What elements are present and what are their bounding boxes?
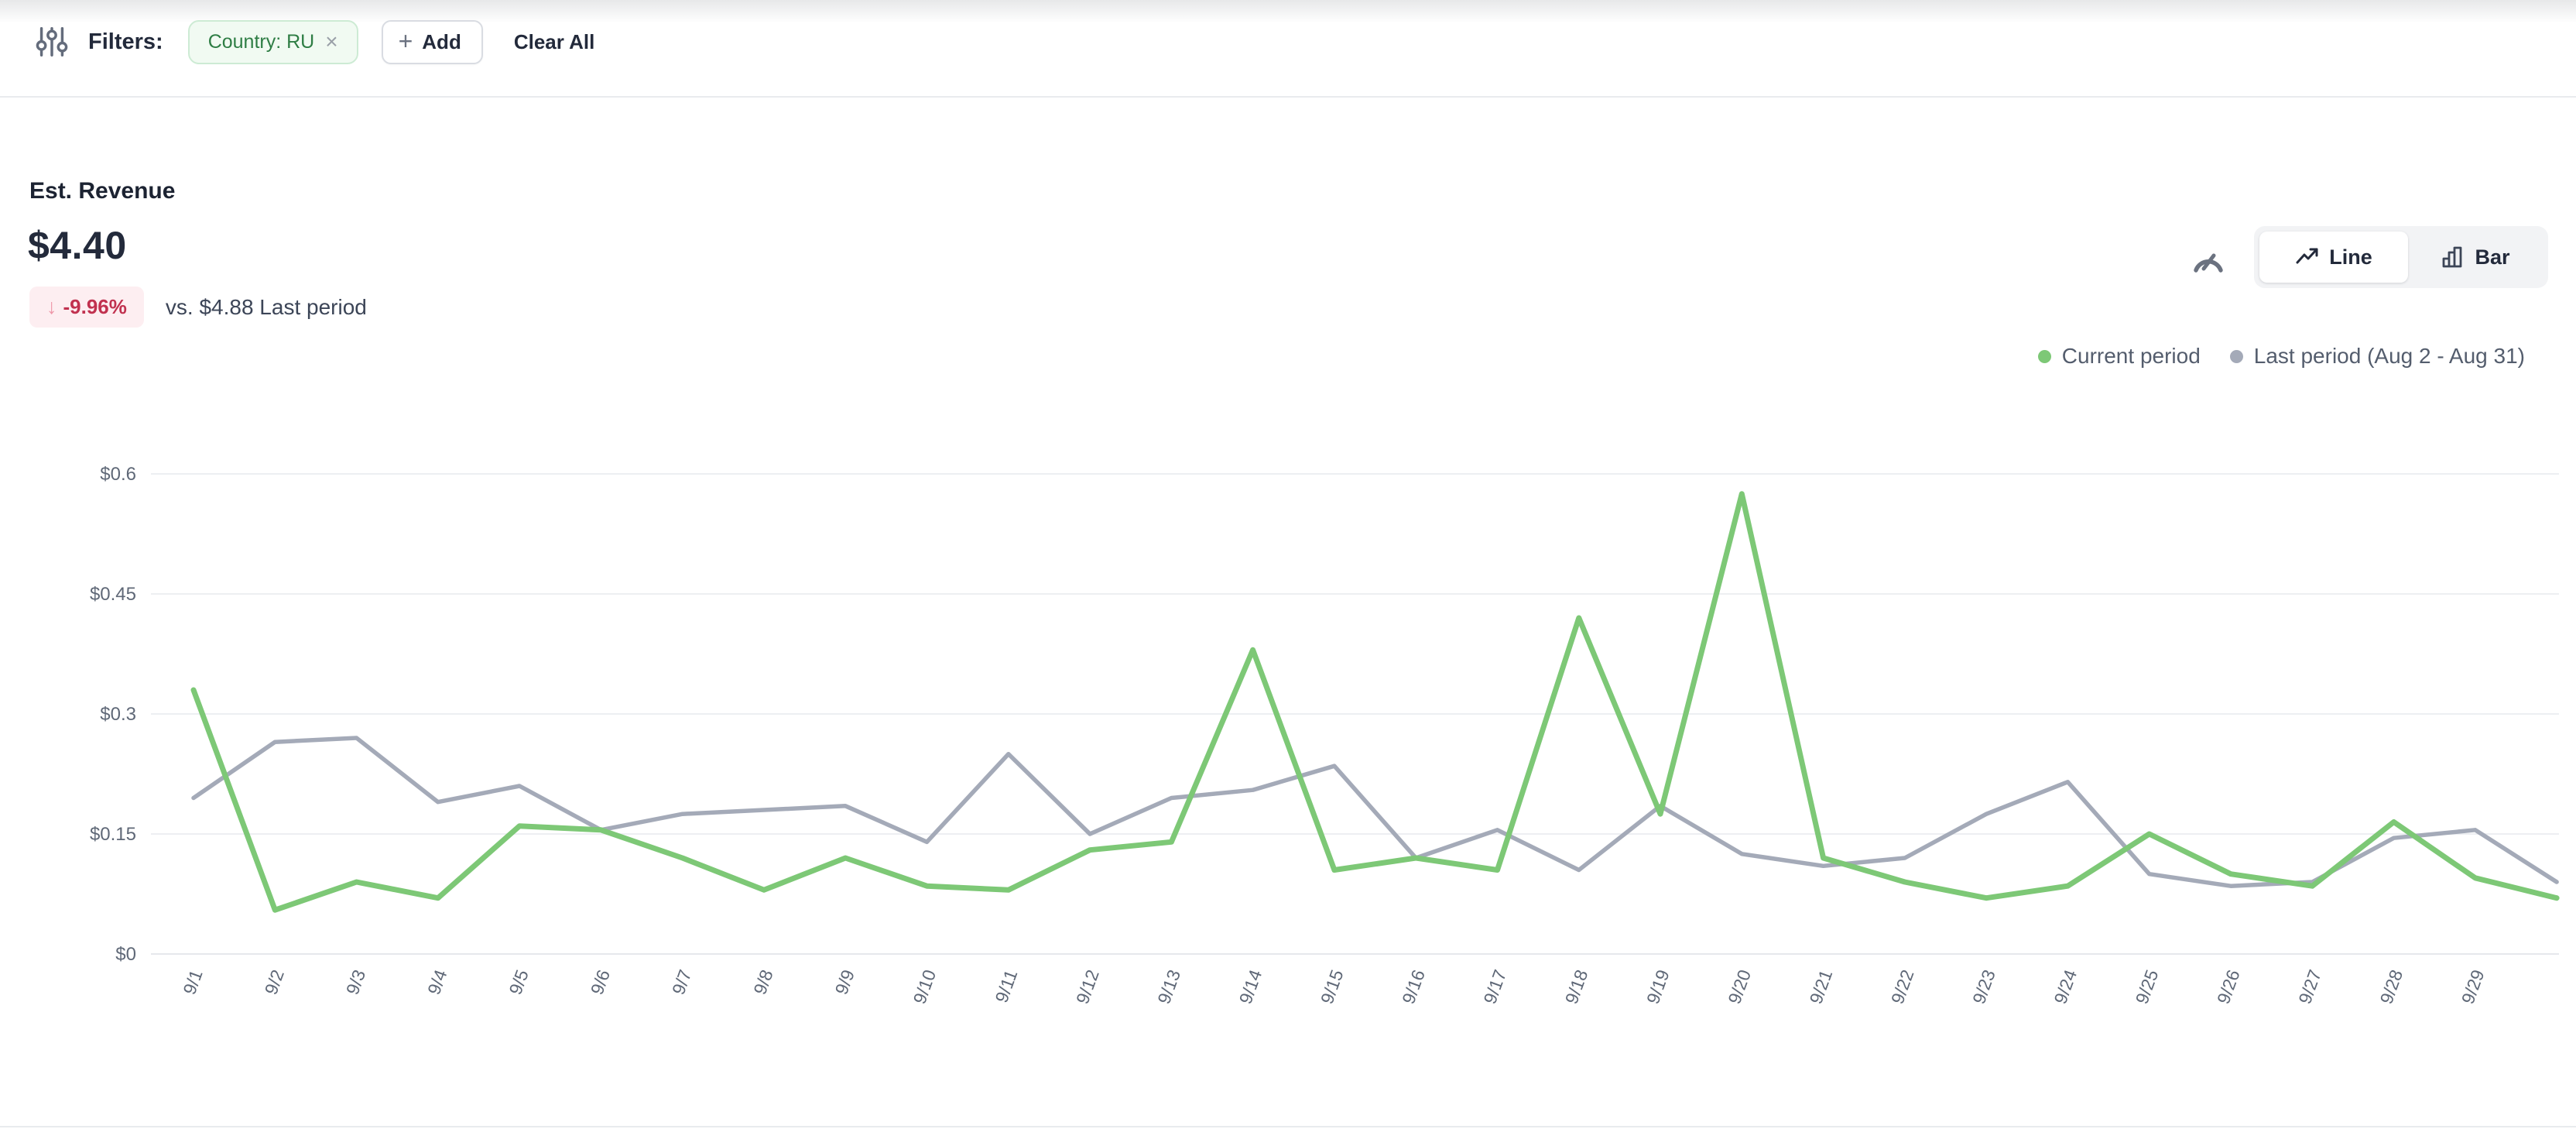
add-filter-label: Add bbox=[422, 29, 461, 53]
filter-bar: Filters: Country: RU × + Add Clear All bbox=[0, 11, 2576, 73]
delta-row: ↓ -9.96% vs. $4.88 Last period bbox=[29, 287, 367, 328]
x-tick-label: 9/27 bbox=[2294, 967, 2325, 1007]
x-tick-label: 9/13 bbox=[1153, 967, 1184, 1007]
clear-all-button[interactable]: Clear All bbox=[513, 29, 595, 53]
legend-item-last[interactable]: Last period (Aug 2 - Aug 31) bbox=[2229, 344, 2525, 369]
x-tick-label: 9/28 bbox=[2376, 967, 2407, 1007]
last-period-dot bbox=[2229, 349, 2243, 363]
plus-icon: + bbox=[398, 27, 413, 56]
bar-chart-icon bbox=[2443, 246, 2462, 268]
x-tick-label: 9/21 bbox=[1806, 967, 1837, 1007]
x-tick-label: 9/15 bbox=[1317, 967, 1348, 1007]
arrow-down-icon: ↓ bbox=[46, 295, 57, 318]
current-period-dot bbox=[2037, 349, 2051, 363]
metric-title: Est. Revenue bbox=[29, 178, 176, 204]
delta-percent: -9.96% bbox=[63, 295, 127, 318]
comparison-text: vs. $4.88 Last period bbox=[165, 294, 367, 319]
toggle-bar-button[interactable]: Bar bbox=[2411, 232, 2540, 283]
top-gradient bbox=[0, 0, 2576, 23]
chip-close-icon[interactable]: × bbox=[325, 29, 338, 53]
y-tick-label: $0.15 bbox=[90, 824, 136, 845]
toggle-line-label: Line bbox=[2329, 245, 2372, 269]
x-tick-label: 9/5 bbox=[505, 967, 532, 997]
filter-chip-country[interactable]: Country: RU × bbox=[187, 19, 358, 64]
filters-sliders-icon bbox=[36, 27, 68, 57]
x-tick-label: 9/20 bbox=[1724, 967, 1755, 1007]
x-tick-label: 9/25 bbox=[2132, 967, 2163, 1007]
x-tick-label: 9/19 bbox=[1643, 967, 1673, 1007]
y-tick-label: $0.6 bbox=[100, 464, 136, 485]
x-tick-label: 9/16 bbox=[1398, 967, 1429, 1007]
x-tick-label: 9/18 bbox=[1561, 967, 1592, 1007]
x-tick-label: 9/2 bbox=[261, 967, 288, 997]
x-tick-label: 9/26 bbox=[2213, 967, 2244, 1007]
x-tick-label: 9/12 bbox=[1072, 967, 1103, 1007]
x-tick-label: 9/22 bbox=[1887, 967, 1918, 1007]
delta-badge: ↓ -9.96% bbox=[29, 287, 144, 328]
filter-bar-divider bbox=[0, 96, 2576, 98]
legend-last-label: Last period (Aug 2 - Aug 31) bbox=[2253, 344, 2525, 368]
x-tick-label: 9/7 bbox=[668, 967, 695, 997]
x-tick-label: 9/3 bbox=[342, 967, 369, 997]
filters-label: Filters: bbox=[88, 29, 163, 54]
x-tick-label: 9/6 bbox=[587, 967, 614, 997]
y-tick-label: $0.45 bbox=[90, 584, 136, 605]
y-tick-label: $0 bbox=[115, 944, 136, 965]
x-tick-label: 9/14 bbox=[1235, 967, 1266, 1007]
x-tick-label: 9/24 bbox=[2050, 967, 2081, 1007]
trend-up-icon bbox=[2296, 248, 2318, 264]
x-tick-label: 9/17 bbox=[1479, 967, 1510, 1007]
filter-chip-label: Country: RU bbox=[207, 30, 315, 53]
toggle-bar-label: Bar bbox=[2475, 245, 2510, 269]
current-period-line bbox=[190, 491, 2560, 913]
toggle-line-button[interactable]: Line bbox=[2259, 232, 2408, 283]
metric-value: $4.40 bbox=[28, 224, 127, 267]
bottom-divider bbox=[0, 1126, 2576, 1127]
x-tick-label: 9/11 bbox=[991, 967, 1021, 1005]
legend-item-current[interactable]: Current period bbox=[2037, 344, 2201, 369]
x-tick-label: 9/10 bbox=[909, 967, 940, 1007]
x-tick-label: 9/9 bbox=[831, 967, 858, 997]
last-period-line bbox=[191, 736, 2559, 888]
x-tick-label: 9/4 bbox=[423, 967, 450, 997]
gauge-icon[interactable] bbox=[2191, 246, 2225, 276]
chart-type-toggle: Line Bar bbox=[2254, 226, 2548, 288]
y-tick-label: $0.3 bbox=[100, 704, 136, 725]
x-tick-label: 9/29 bbox=[2458, 967, 2489, 1007]
x-tick-label: 9/1 bbox=[179, 967, 206, 997]
add-filter-button[interactable]: + Add bbox=[381, 19, 483, 64]
legend-current-label: Current period bbox=[2061, 344, 2201, 368]
chart-legend: Current period Last period (Aug 2 - Aug … bbox=[0, 344, 2525, 369]
x-tick-label: 9/23 bbox=[1968, 967, 1999, 1007]
x-tick-label: 9/8 bbox=[749, 967, 776, 997]
